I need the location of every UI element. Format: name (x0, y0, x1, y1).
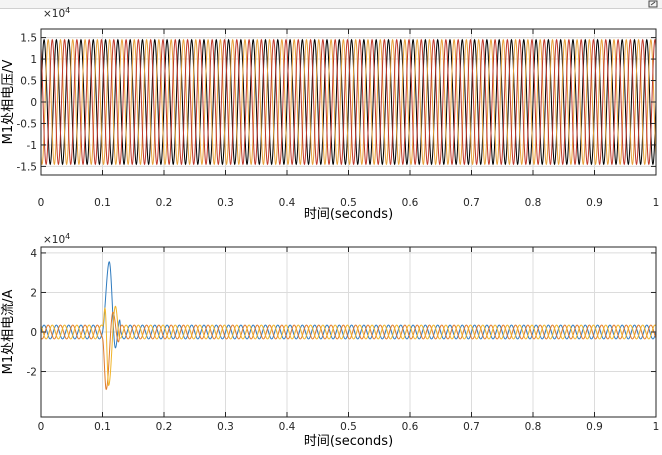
x-tick-label: 0 (38, 421, 45, 433)
series-line-2 (41, 305, 656, 387)
x-tick-label: 0.5 (340, 421, 357, 433)
y-axis-label: M1处相电流/A (1, 290, 16, 375)
series-line-1 (41, 311, 656, 391)
x-tick-label: 0.6 (402, 197, 419, 209)
voltage-chart: 0 0.1 0.2 0.3 0.4 0.5 0.6 0.7 0.8 0.9 1 1.5 1 0.5 0 -0.… (1, 6, 659, 222)
x-axis-label: 时间(seconds) (304, 207, 393, 222)
x-tick-label: 0.8 (525, 197, 542, 209)
x-tick-label: 0.2 (156, 197, 173, 209)
x-tick-label: 0.7 (463, 197, 480, 209)
x-tick-label: 0.7 (463, 421, 480, 433)
x-tick-label: 0.8 (525, 421, 542, 433)
x-tick-label: 0.2 (156, 421, 173, 433)
x-tick-label: 0 (38, 197, 45, 209)
exponent-power: 4 (65, 6, 70, 15)
exponent-label: ×104 (43, 6, 70, 20)
x-tick-label: 0.4 (279, 197, 296, 209)
y-tick-label: -2 (27, 367, 37, 379)
y-tick-label: 0.5 (20, 76, 37, 88)
x-tick-label: 0.3 (217, 421, 234, 433)
x-tick-label: 0.1 (94, 197, 111, 209)
y-tick-label: 1 (30, 54, 37, 66)
y-tick-label: -1.5 (17, 161, 38, 173)
y-tick-label: 1.5 (20, 33, 37, 45)
x-tick-label: 1 (653, 197, 660, 209)
current-chart: 0 0.1 0.2 0.3 0.4 0.5 0.6 0.7 0.8 0.9 1 4 2 0 -2 ×104 时间… (1, 232, 659, 449)
x-tick-label: 0.9 (586, 197, 603, 209)
exponent-power: 4 (65, 232, 70, 241)
y-axis-label: M1处相电压/V (1, 60, 16, 145)
y-tick-label: 4 (30, 248, 37, 260)
x-tick-label: 0.3 (217, 197, 234, 209)
series-line-0 (41, 38, 656, 166)
window-top-border (0, 0, 662, 9)
series-group (41, 261, 656, 391)
y-tick-label: 0 (30, 97, 37, 109)
y-tick-label: -1 (27, 140, 37, 152)
series-group (41, 38, 656, 166)
exponent-label: ×104 (43, 232, 70, 246)
x-axis-label: 时间(seconds) (304, 434, 393, 449)
y-tick-label: 2 (30, 287, 37, 299)
series-line-1 (41, 38, 656, 166)
x-tick-label: 0.5 (340, 197, 357, 209)
x-tick-label: 0.1 (94, 421, 111, 433)
x-tick-label: 0.4 (279, 421, 296, 433)
x-tick-label: 0.6 (402, 421, 419, 433)
x-tick-label: 0.9 (586, 421, 603, 433)
x-tick-label: 1 (653, 421, 660, 433)
resize-icon (648, 0, 658, 8)
series-line-0 (41, 261, 656, 349)
y-tick-label: 0 (30, 327, 37, 339)
y-tick-label: -0.5 (17, 118, 38, 130)
series-line-2 (41, 38, 656, 166)
